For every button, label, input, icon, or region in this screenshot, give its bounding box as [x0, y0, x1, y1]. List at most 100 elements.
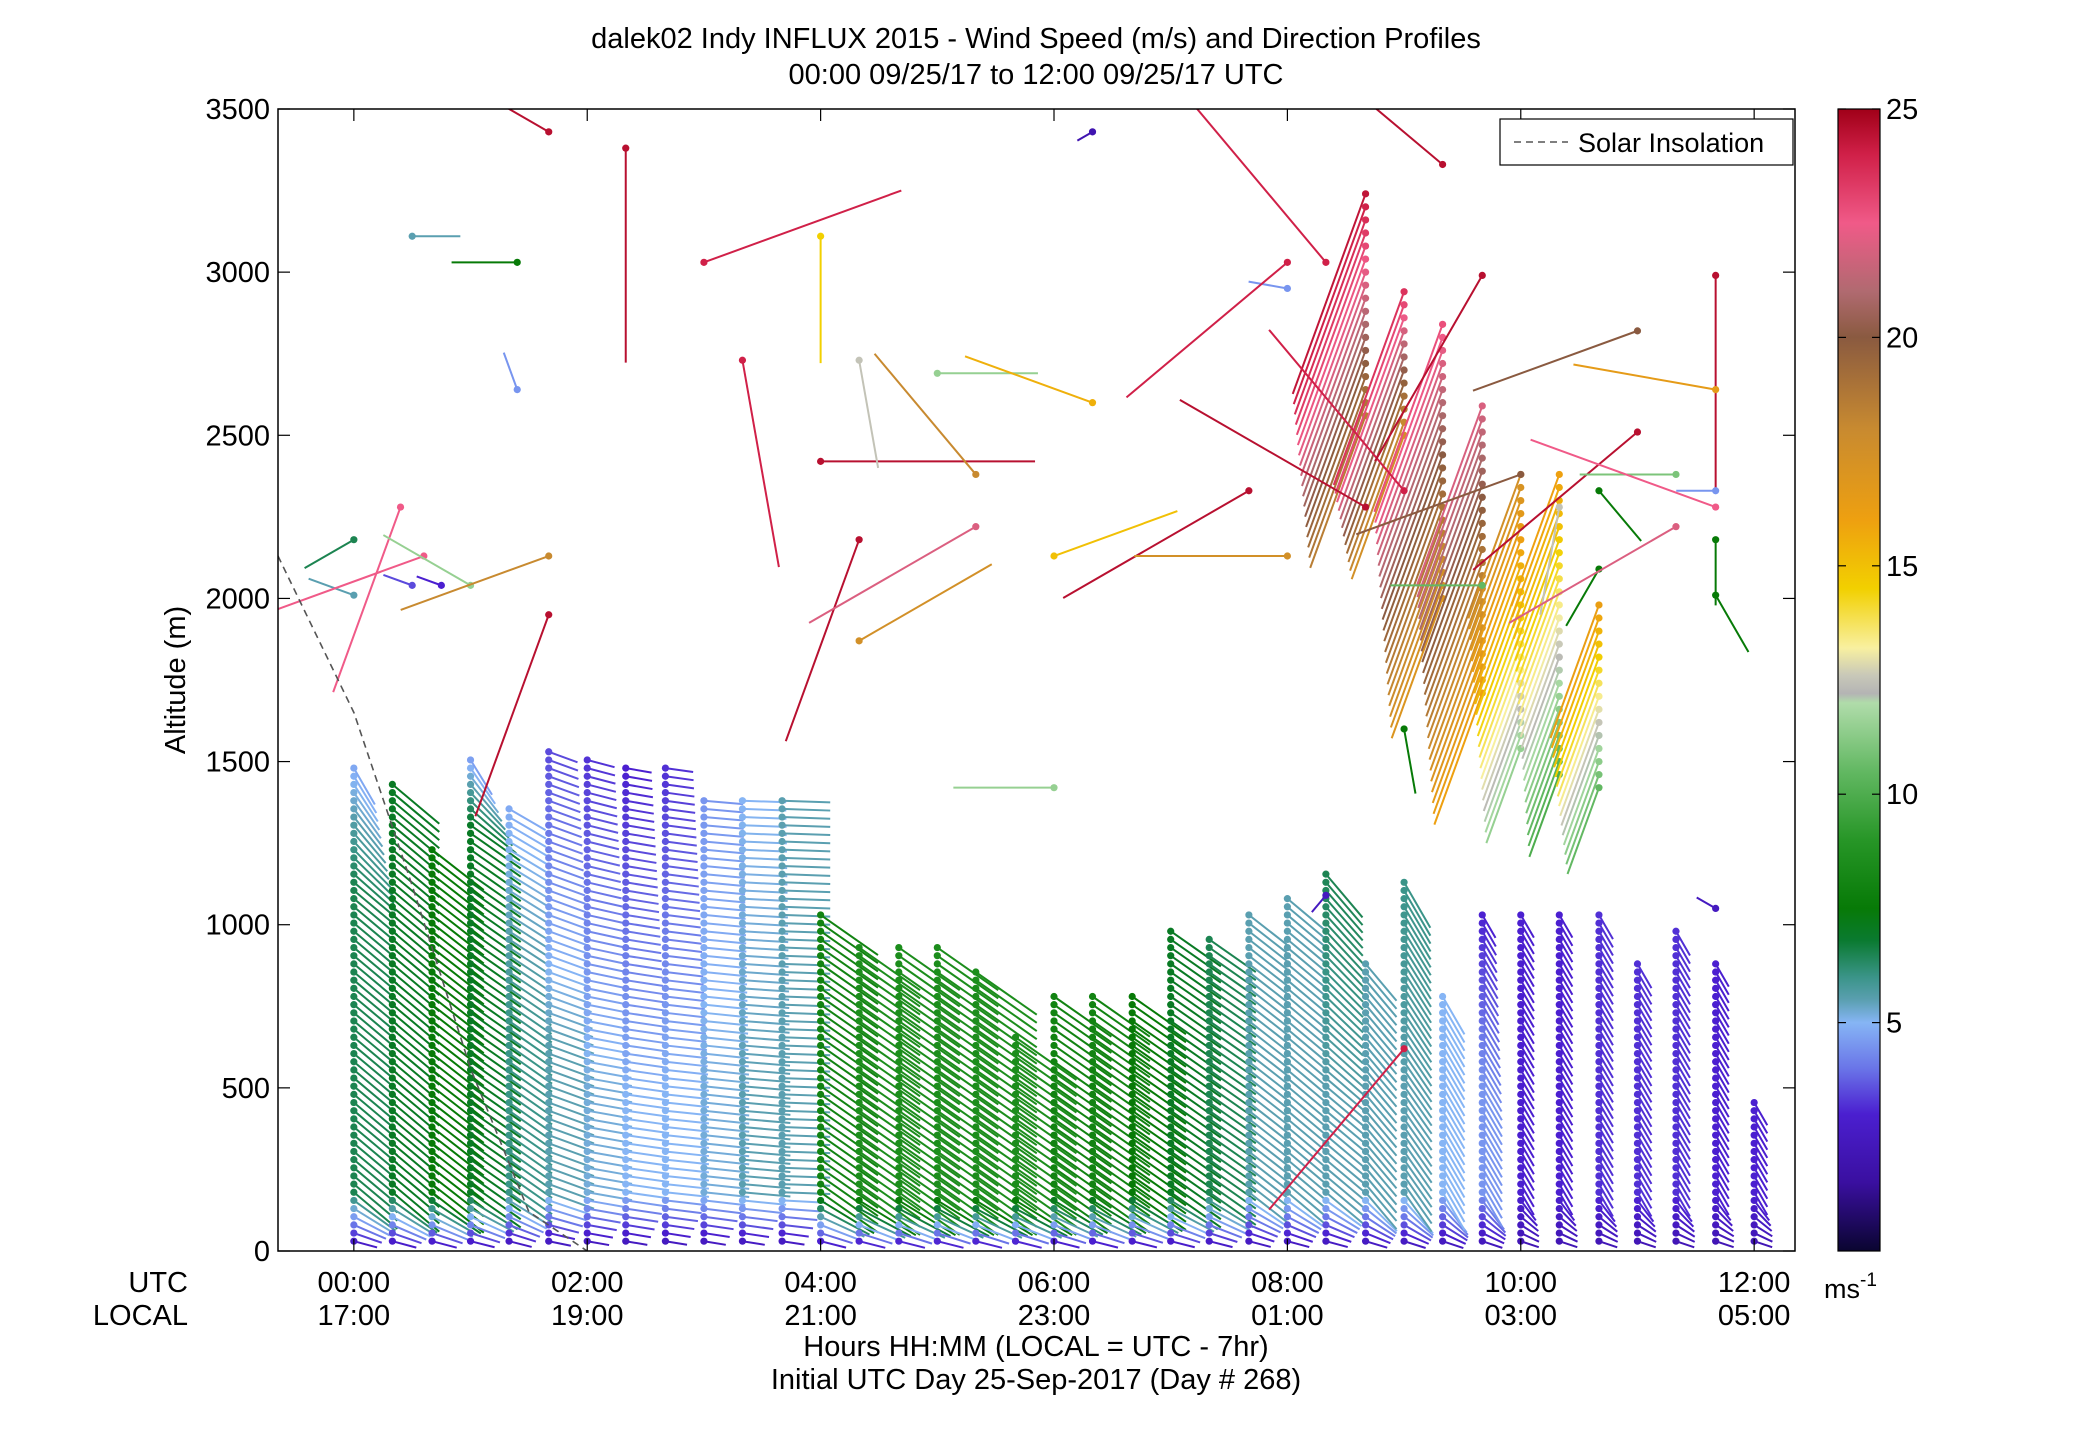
barb-dot: [1205, 1115, 1213, 1123]
barb-dot: [817, 1213, 825, 1221]
barb-dot: [933, 960, 941, 968]
barb-dot: [1050, 1172, 1058, 1180]
barb-stem: [431, 857, 485, 900]
barb: [661, 1123, 710, 1133]
barb-dot: [388, 1009, 396, 1017]
barb-dot: [895, 1188, 903, 1196]
barb-dot: [738, 1123, 747, 1131]
barb-dot: [350, 1009, 358, 1017]
barb-stem: [858, 1158, 921, 1204]
barb-stem: [1014, 1175, 1078, 1220]
barb-stem: [858, 1101, 921, 1147]
barb-dot: [1400, 1066, 1408, 1074]
barb: [622, 1009, 665, 1020]
barb-dot: [545, 1204, 553, 1213]
barb-upper-dot: [1438, 464, 1447, 472]
barb-stem: [469, 889, 522, 927]
barb-dot: [505, 1204, 513, 1213]
barb: [661, 1196, 706, 1206]
barb-dot: [388, 1147, 396, 1156]
barb-dot: [505, 976, 513, 984]
barb-stem: [508, 1175, 553, 1207]
barb-dot: [388, 1041, 396, 1050]
barb-dot: [350, 846, 358, 854]
barb-stem: [936, 995, 999, 1040]
barb: [505, 829, 547, 857]
barb-stem: [975, 1020, 1038, 1065]
barb: [428, 1196, 482, 1235]
barb: [622, 878, 658, 889]
barb-stem: [936, 987, 999, 1032]
barb: [428, 1033, 485, 1079]
barb-dot: [661, 1147, 670, 1156]
barb-stem: [936, 954, 999, 1000]
barb: [661, 1025, 707, 1035]
barb-dot: [1672, 1229, 1680, 1237]
barb-dot: [1205, 1066, 1213, 1074]
barb-dot: [738, 813, 747, 821]
barb-dot: [661, 780, 670, 789]
barb-dot: [933, 1017, 941, 1025]
barb-dot: [1361, 1074, 1370, 1082]
barb-dot: [1322, 952, 1330, 960]
barb-dot: [428, 984, 436, 992]
barb-dot: [700, 1066, 708, 1074]
barb: [505, 911, 550, 942]
barb-stem: [469, 1069, 522, 1106]
barb-dot: [1128, 1213, 1136, 1221]
barb-dot: [1672, 1237, 1680, 1245]
barb: [661, 960, 703, 970]
barb-upper-dot: [1361, 346, 1370, 355]
barb-dot: [1050, 1229, 1058, 1237]
barb-dot: [466, 903, 475, 911]
barb-stem: [1403, 1159, 1433, 1200]
barb-dot: [1283, 1058, 1291, 1066]
barb-stem: [975, 1044, 1038, 1089]
barb-upper: [1373, 320, 1447, 513]
barb-stem: [936, 1052, 999, 1098]
barb-dot: [466, 976, 475, 984]
barb: [505, 1017, 553, 1052]
barb-dot: [583, 780, 591, 789]
barb-dot: [855, 960, 863, 968]
barb-dot: [466, 1188, 475, 1196]
barb-stem: [431, 1069, 485, 1112]
barb-stem: [781, 1223, 814, 1230]
barb-stem: [665, 905, 701, 913]
barb-dot: [583, 1074, 591, 1082]
barb-dot: [1167, 1090, 1175, 1098]
barb-stem: [508, 1142, 553, 1175]
barb: [466, 1001, 522, 1041]
barb-stem: [508, 1166, 553, 1199]
barb: [505, 870, 549, 899]
barb-dot: [700, 805, 708, 813]
barb-upper-dot: [1361, 242, 1370, 250]
barb-stem: [703, 832, 744, 838]
barb-dot: [388, 797, 396, 805]
barb-dot: [778, 886, 786, 895]
barb-dot: [622, 1058, 630, 1066]
barb-dot: [622, 813, 630, 821]
barb-dot: [661, 797, 670, 805]
barb-dot: [1283, 1033, 1291, 1041]
barb-dot: [1712, 1237, 1720, 1245]
barb-dot: [933, 1033, 941, 1041]
barb-dot: [933, 1025, 941, 1033]
barb: [545, 919, 588, 939]
barb-dot: [350, 919, 358, 927]
barb-dot: [545, 952, 553, 960]
barb-dot: [1672, 1204, 1680, 1213]
barb-stem: [936, 1028, 999, 1073]
barb-stem: [469, 767, 496, 805]
barb: [622, 797, 654, 807]
barb-dot: [778, 935, 786, 943]
barb-stem: [353, 848, 392, 889]
barb: [661, 797, 695, 806]
barb-stem: [975, 1150, 1038, 1195]
barb-dot: [1128, 1229, 1136, 1237]
barb: [505, 984, 552, 1018]
barb: [661, 1229, 691, 1238]
barb-dot: [1361, 992, 1370, 1001]
barb-stem: [625, 962, 663, 971]
barb-dot: [545, 1041, 553, 1050]
